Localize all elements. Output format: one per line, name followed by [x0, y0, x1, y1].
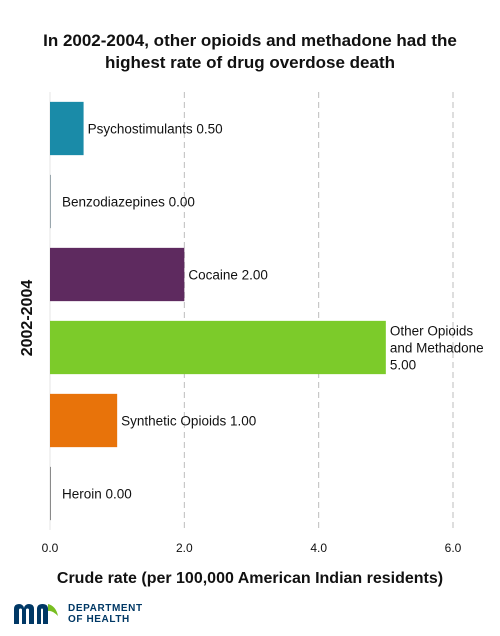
data-label: Benzodiazepines 0.00 [62, 195, 195, 210]
chart-title-line-2: highest rate of drug overdose death [105, 53, 395, 72]
data-labels: Psychostimulants 0.50 Benzodiazepines 0.0… [62, 122, 484, 502]
x-axis-label: Crude rate (per 100,000 American Indian … [56, 570, 444, 587]
data-label: Heroin 0.00 [62, 487, 132, 502]
x-tick-label: 0.0 [42, 541, 59, 555]
data-label: Psychostimulants 0.50 [88, 122, 223, 137]
chart-title-line-1: In 2002-2004, other opioids and methadon… [43, 31, 457, 50]
gridlines [49, 92, 454, 530]
y-axis-label: 2002-2004 [19, 279, 36, 357]
chart-title: In 2002-2004, other opioids and methadon… [0, 30, 500, 74]
bar-other-opioids-and-methadone [50, 320, 386, 375]
bar-benzodiazepines [50, 174, 51, 229]
bar-psychostimulants [50, 101, 84, 156]
x-axis-ticks: 0.0 2.0 4.0 6.0 [42, 541, 462, 555]
mn-logo-icon [14, 604, 58, 624]
data-label: Synthetic Opioids 1.00 [121, 414, 256, 429]
department-line-1: DEPARTMENT [68, 603, 143, 614]
department-text: DEPARTMENT OF HEALTH [68, 603, 143, 625]
data-label: Cocaine 2.00 [188, 268, 268, 283]
data-label: Other Opioids and Methadone 5.00 [390, 324, 484, 373]
bars [50, 101, 386, 521]
x-tick-label: 6.0 [445, 541, 462, 555]
x-tick-label: 4.0 [310, 541, 327, 555]
bar-cocaine [50, 247, 185, 302]
bar-synthetic-opioids [50, 393, 118, 448]
x-tick-label: 2.0 [176, 541, 193, 555]
bar-heroin [50, 466, 51, 521]
department-line-2: OF HEALTH [68, 614, 130, 625]
